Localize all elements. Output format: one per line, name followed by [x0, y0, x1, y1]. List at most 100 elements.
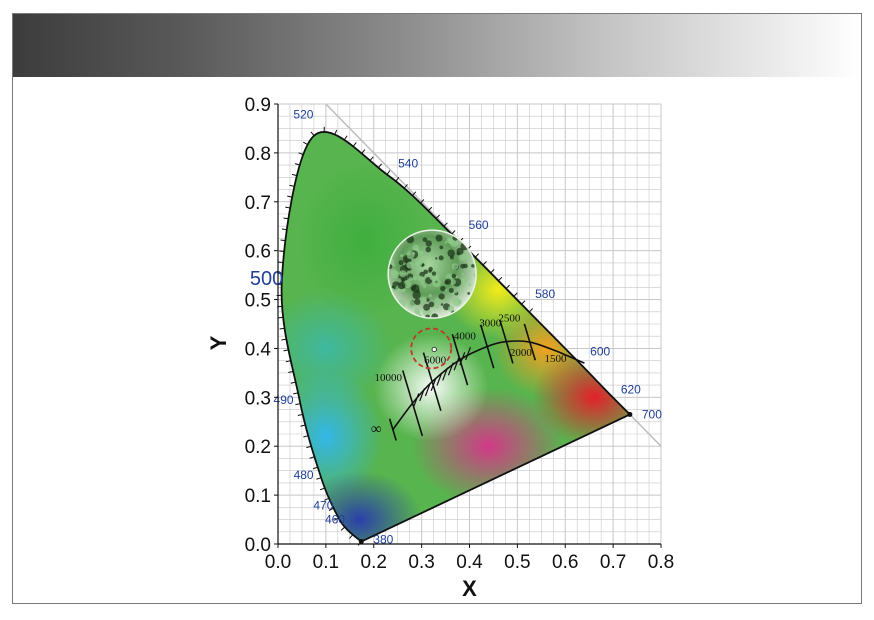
locus-tick: [395, 176, 400, 182]
micrograph-cell: [447, 249, 455, 257]
micrograph-cell: [440, 285, 446, 292]
locus-tick: [290, 381, 296, 384]
locus-tick: [451, 230, 456, 235]
locus-tick: [420, 199, 425, 204]
highlight-circle: [410, 327, 453, 370]
isotemperature-tick: [436, 372, 443, 386]
micrograph-cell: [401, 278, 406, 282]
micrograph-cell: [398, 260, 404, 266]
locus-endpoint: [358, 539, 364, 545]
micrograph-cell: [428, 266, 433, 272]
wavelength-label: 700: [642, 407, 662, 421]
locus-tick: [285, 206, 291, 209]
micrograph-cell: [435, 257, 438, 260]
cct-label: 4000: [454, 331, 477, 343]
locus-tick: [324, 497, 330, 501]
cct-label: ∞: [371, 422, 382, 438]
isotemperature-tick: [413, 393, 420, 407]
micrograph-cell: [448, 238, 455, 245]
isotemperature-line: [451, 334, 469, 386]
micrograph-cell: [451, 292, 456, 297]
micrograph-cell: [438, 255, 444, 261]
y-tick-label: 0.4: [245, 339, 272, 360]
locus-tick: [427, 206, 433, 212]
locus-tick: [295, 403, 301, 406]
locus-tick: [288, 370, 294, 374]
wavelength-label: 620: [621, 382, 641, 396]
micrograph-cell: [456, 247, 464, 255]
micrograph-cell: [417, 275, 424, 282]
locus-tick: [279, 250, 285, 253]
locus-tick: [279, 327, 285, 330]
locus-tick: [285, 360, 291, 363]
locus-tick: [310, 131, 315, 136]
wavelength-label: 480: [294, 468, 314, 482]
locus-tick: [283, 349, 289, 352]
locus-tick: [303, 141, 308, 145]
cct-label: 10000: [375, 372, 403, 384]
isotemperature-line: [479, 324, 495, 369]
micrograph-cell: [423, 303, 431, 311]
locus-tick: [312, 466, 318, 470]
x-tick-label: 0.2: [361, 552, 387, 573]
wavelength-label: 600: [590, 345, 610, 359]
micrograph-cell: [426, 298, 430, 302]
spectral-locus-line: [280, 130, 632, 543]
x-tick-label: 0.3: [408, 552, 434, 573]
isotemperature-tick: [430, 377, 437, 391]
micrograph-cell: [440, 303, 444, 306]
isotemperature-line: [388, 418, 397, 441]
isotemperature-tick: [424, 382, 431, 397]
locus-tick: [352, 142, 357, 147]
locus-tick: [306, 445, 312, 449]
highlight-marker: [410, 327, 453, 370]
micrograph-cell: [461, 272, 465, 276]
micrograph-cell: [445, 273, 453, 281]
locus-tick: [443, 222, 448, 227]
micrograph-cell: [435, 234, 443, 242]
micrograph-cell: [413, 275, 418, 281]
locus-tick: [513, 292, 518, 297]
x-tick-label: 0.5: [504, 552, 530, 573]
locus-tick: [412, 191, 417, 196]
isotemperature-tick: [465, 347, 472, 361]
locus-tick: [280, 239, 286, 242]
micrograph-cell: [431, 271, 437, 276]
x-tick-label: 0.7: [600, 552, 626, 573]
micrograph-cell: [414, 298, 421, 306]
micrograph-cell: [391, 285, 395, 289]
micrograph-cell: [454, 290, 458, 294]
micrograph-cell: [408, 276, 413, 281]
y-tick-label: 0.7: [245, 193, 271, 214]
locus-tick: [528, 308, 534, 313]
locus-tick: [386, 170, 391, 175]
micrograph-cell: [435, 305, 439, 309]
cct-label: 2000: [510, 347, 533, 359]
isotemperature-tick: [447, 362, 454, 376]
micrograph-cell: [471, 264, 475, 268]
micrograph-cell: [420, 296, 427, 304]
micrograph-cell: [414, 308, 420, 314]
locus-tick: [497, 276, 503, 282]
micrograph-cell: [431, 273, 440, 282]
micrograph-cell: [397, 281, 406, 290]
cct-label: 1500: [545, 353, 568, 365]
locus-tick: [349, 534, 354, 539]
locus-tick: [328, 507, 334, 511]
locus-tick: [281, 338, 287, 341]
micrograph-cell: [451, 263, 459, 270]
cct-label: 2500: [498, 313, 521, 325]
y-tick-label: 0.3: [245, 388, 271, 409]
locus-tick: [343, 135, 348, 141]
micrograph-cell: [448, 288, 454, 294]
locus-tick: [294, 163, 300, 166]
locus-tick: [490, 268, 495, 274]
micrograph-cell: [406, 261, 414, 269]
micrograph-cell: [428, 293, 432, 298]
y-tick-label: 0.9: [245, 95, 271, 116]
y-tick-label: 0.2: [245, 437, 271, 458]
locus-tick: [298, 152, 304, 156]
locus-tick: [482, 261, 487, 266]
